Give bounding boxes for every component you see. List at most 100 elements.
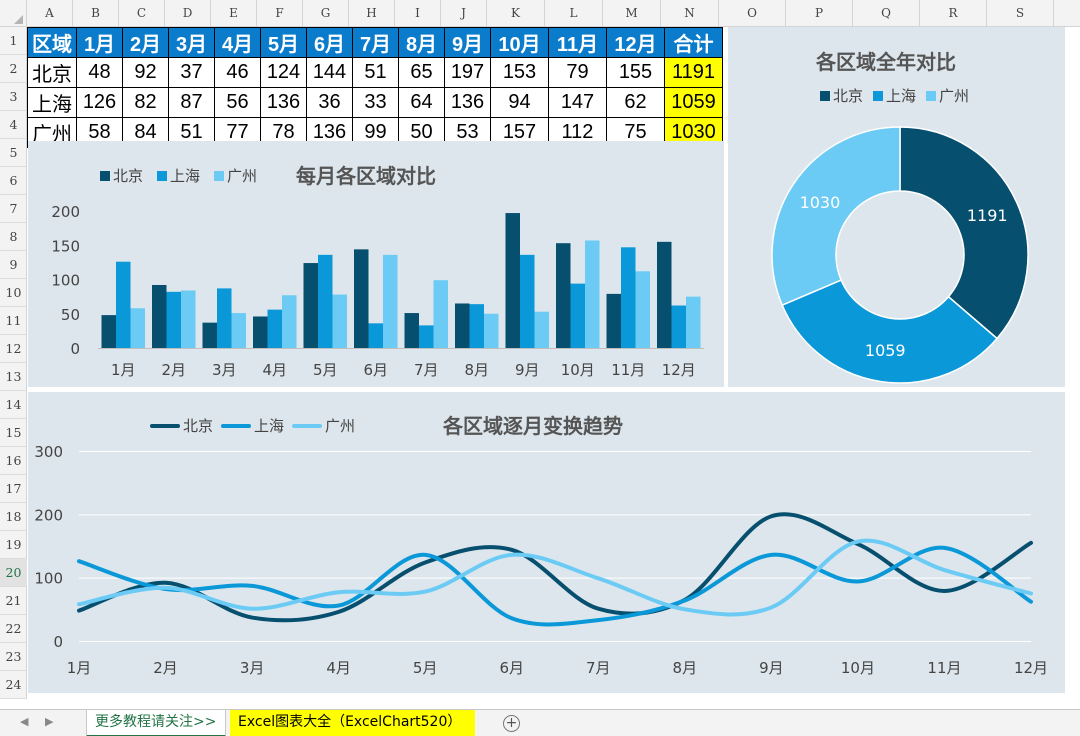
bar xyxy=(166,291,181,348)
row-header[interactable]: 12 xyxy=(0,335,27,363)
column-header[interactable]: J xyxy=(441,0,487,27)
column-header[interactable]: M xyxy=(603,0,661,27)
column-header[interactable]: F xyxy=(257,0,303,27)
legend-swatch xyxy=(873,90,884,101)
row-header[interactable]: 1 xyxy=(0,27,27,55)
row-header[interactable]: 11 xyxy=(0,307,27,335)
row-header[interactable]: 19 xyxy=(0,531,27,559)
table-header-cell[interactable]: 9月 xyxy=(444,27,491,58)
value-cell[interactable]: 144 xyxy=(306,57,353,88)
table-header-cell[interactable]: 8月 xyxy=(398,27,445,58)
value-cell[interactable]: 136 xyxy=(444,87,491,118)
prev-sheet-icon[interactable]: ◀ xyxy=(20,715,29,728)
table-header-cell[interactable]: 11月 xyxy=(548,27,607,58)
next-sheet-icon[interactable]: ▶ xyxy=(45,715,54,728)
table-header-row: 区域 1月 2月 3月 4月 5月 6月 7月 8月 9月 10月 11月 12月 合计 xyxy=(27,27,723,58)
column-header[interactable]: L xyxy=(545,0,603,27)
column-header[interactable]: B xyxy=(73,0,119,27)
table-header-cell[interactable]: 区域 xyxy=(27,27,77,58)
column-header[interactable]: H xyxy=(349,0,395,27)
row-header[interactable]: 9 xyxy=(0,251,27,279)
row-header[interactable]: 22 xyxy=(0,615,27,643)
value-cell[interactable]: 33 xyxy=(352,87,399,118)
sheet-tab-tutorials[interactable]: 更多教程请关注>> xyxy=(86,710,226,736)
line-chart-panel[interactable]: 北京 上海 广州 各区域逐月变换趋势 0 100 200 300 1月 2月 3月 4月 5月 6… xyxy=(28,392,1065,693)
value-cell[interactable]: 56 xyxy=(214,87,261,118)
row-header[interactable]: 16 xyxy=(0,447,27,475)
row-header[interactable]: 5 xyxy=(0,139,27,167)
value-cell[interactable]: 82 xyxy=(122,87,169,118)
bar xyxy=(354,249,369,348)
value-cell[interactable]: 36 xyxy=(306,87,353,118)
row-header[interactable]: 10 xyxy=(0,279,27,307)
sheet-tab-excelchart[interactable]: Excel图表大全（ExcelChart520） xyxy=(230,710,475,736)
row-header[interactable]: 15 xyxy=(0,419,27,447)
row-header[interactable]: 14 xyxy=(0,391,27,419)
column-header[interactable]: Q xyxy=(853,0,920,27)
value-cell[interactable]: 197 xyxy=(444,57,491,88)
row-header[interactable]: 13 xyxy=(0,363,27,391)
bar-chart-panel[interactable]: 北京 上海 广州 每月各区域对比 0 50 100 150 200 1月 2月 3月 4月 5月 6… xyxy=(28,141,724,387)
region-cell[interactable]: 北京 xyxy=(27,57,77,88)
value-cell[interactable]: 37 xyxy=(168,57,215,88)
column-header[interactable]: G xyxy=(303,0,349,27)
row-header[interactable]: 7 xyxy=(0,195,27,223)
value-cell[interactable]: 94 xyxy=(490,87,549,118)
row-header[interactable]: 17 xyxy=(0,475,27,503)
table-header-cell[interactable]: 10月 xyxy=(490,27,549,58)
table-header-cell[interactable]: 6月 xyxy=(306,27,353,58)
value-cell[interactable]: 92 xyxy=(122,57,169,88)
column-header[interactable]: C xyxy=(119,0,165,27)
row-header[interactable]: 24 xyxy=(0,671,27,699)
value-cell[interactable]: 46 xyxy=(214,57,261,88)
total-cell[interactable]: 1059 xyxy=(664,87,723,118)
row-header[interactable]: 4 xyxy=(0,111,27,139)
column-header[interactable]: A xyxy=(27,0,73,27)
value-cell[interactable]: 136 xyxy=(260,87,307,118)
row-header[interactable]: 23 xyxy=(0,643,27,671)
table-header-cell[interactable]: 3月 xyxy=(168,27,215,58)
value-cell[interactable]: 155 xyxy=(606,57,665,88)
table-header-cell[interactable]: 7月 xyxy=(352,27,399,58)
row-header[interactable]: 8 xyxy=(0,223,27,251)
table-header-cell[interactable]: 5月 xyxy=(260,27,307,58)
column-header[interactable]: D xyxy=(165,0,211,27)
value-cell[interactable]: 65 xyxy=(398,57,445,88)
column-header[interactable]: S xyxy=(987,0,1054,27)
region-cell[interactable]: 上海 xyxy=(27,87,77,118)
column-header[interactable]: K xyxy=(487,0,545,27)
value-cell[interactable]: 147 xyxy=(548,87,607,118)
select-all-corner[interactable] xyxy=(0,0,27,27)
row-header[interactable]: 2 xyxy=(0,55,27,83)
column-header[interactable]: P xyxy=(786,0,853,27)
value-cell[interactable]: 124 xyxy=(260,57,307,88)
value-cell[interactable]: 153 xyxy=(490,57,549,88)
donut-chart-panel[interactable]: 各区域全年对比 北京 上海 广州 1191 1059 1030 xyxy=(728,27,1065,387)
bar xyxy=(404,313,419,348)
row-header[interactable]: 21 xyxy=(0,587,27,615)
column-header[interactable]: O xyxy=(719,0,786,27)
value-cell[interactable]: 48 xyxy=(76,57,123,88)
table-header-cell[interactable]: 2月 xyxy=(122,27,169,58)
row-header[interactable]: 18 xyxy=(0,503,27,531)
value-cell[interactable]: 79 xyxy=(548,57,607,88)
column-header[interactable]: R xyxy=(920,0,987,27)
column-header[interactable]: I xyxy=(395,0,441,27)
value-cell[interactable]: 87 xyxy=(168,87,215,118)
table-header-cell[interactable]: 4月 xyxy=(214,27,261,58)
value-cell[interactable]: 51 xyxy=(352,57,399,88)
table-header-cell[interactable]: 12月 xyxy=(606,27,665,58)
table-header-cell[interactable]: 1月 xyxy=(76,27,123,58)
column-header[interactable]: N xyxy=(661,0,719,27)
row-header[interactable]: 3 xyxy=(0,83,27,111)
row-header[interactable]: 6 xyxy=(0,167,27,195)
add-sheet-button[interactable]: + xyxy=(503,715,520,732)
column-header[interactable]: E xyxy=(211,0,257,27)
value-cell[interactable]: 126 xyxy=(76,87,123,118)
total-cell[interactable]: 1191 xyxy=(664,57,723,88)
table-header-cell[interactable]: 合计 xyxy=(664,27,723,58)
value-cell[interactable]: 64 xyxy=(398,87,445,118)
value-cell[interactable]: 62 xyxy=(606,87,665,118)
data-table: 区域 1月 2月 3月 4月 5月 6月 7月 8月 9月 10月 11月 12月 合计 北京 48 92 37… xyxy=(27,27,723,148)
row-header[interactable]: 20 xyxy=(0,559,27,587)
